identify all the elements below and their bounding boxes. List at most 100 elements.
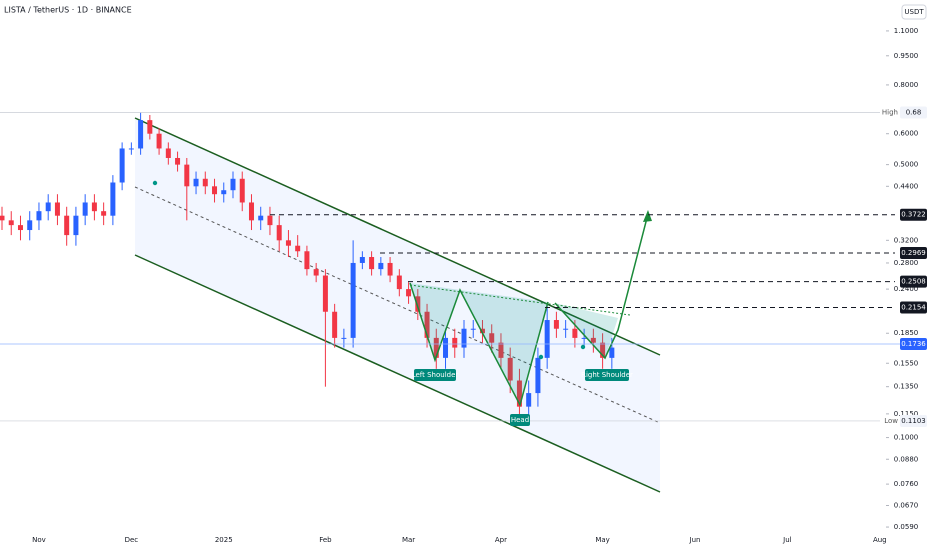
candle-body	[378, 262, 384, 270]
candle-body	[54, 202, 60, 216]
candle-body	[36, 211, 42, 221]
candle-body	[359, 257, 365, 263]
y-tick-label: 0.1350	[894, 383, 919, 391]
candle-body	[285, 240, 291, 246]
candle-body	[350, 262, 356, 338]
x-tick-label: May	[595, 536, 609, 544]
extreme-name: High	[882, 108, 898, 116]
candle-body	[470, 328, 476, 330]
candle-body	[230, 178, 236, 191]
candle-body	[267, 215, 273, 226]
y-tick-label: 0.2800	[894, 259, 919, 267]
annotation: Left Shoulder	[412, 371, 459, 379]
candle-body	[147, 120, 153, 134]
x-tick-label: Dec	[125, 536, 139, 544]
pattern-line	[409, 282, 549, 408]
level-label: 0.2508	[901, 278, 926, 286]
candle-body	[45, 202, 51, 212]
candle-body	[600, 342, 606, 358]
candle-body	[415, 296, 421, 312]
candle-body	[175, 157, 181, 165]
candle-body	[553, 320, 559, 329]
x-tick-label: Mar	[402, 536, 415, 544]
pattern-fill	[460, 290, 548, 405]
dot	[538, 354, 544, 360]
y-tick-label: 0.8000	[894, 81, 919, 89]
extreme-name: Low	[884, 417, 898, 425]
candle-body	[276, 225, 282, 241]
level-label: 0.3722	[901, 211, 926, 219]
extreme-value: 0.68	[906, 108, 922, 116]
x-tick-label: Nov	[32, 536, 46, 544]
candle-body	[101, 211, 107, 216]
annotation-box	[414, 369, 456, 381]
level-label: 0.2154	[901, 303, 926, 311]
y-tick-label: 0.0880	[894, 455, 919, 463]
annotation-box	[510, 414, 530, 426]
x-tick-label: Jun	[689, 536, 701, 544]
channel-fill	[135, 118, 660, 492]
candle-body	[544, 320, 550, 358]
channel-upper	[134, 117, 661, 356]
candle-body	[313, 269, 319, 276]
candle-body	[461, 328, 467, 348]
candle-body	[27, 220, 33, 231]
candle-body	[341, 337, 347, 339]
candle-body	[498, 342, 504, 358]
candle-body	[433, 337, 439, 358]
candle-body	[304, 251, 310, 270]
y-tick-label: 0.2400	[894, 285, 919, 293]
candle-body	[8, 220, 14, 226]
candle-body	[452, 337, 458, 348]
annotation: Right Shoulder	[581, 371, 633, 379]
y-tick-label: 0.1000	[894, 434, 919, 442]
candle-body	[0, 215, 5, 221]
candle-body	[387, 262, 393, 276]
candle-body	[424, 311, 430, 338]
annotation: Head	[511, 416, 529, 424]
candle-body	[248, 202, 254, 221]
candle-body	[64, 215, 70, 236]
candle-body	[396, 275, 402, 290]
candle-body	[507, 357, 513, 381]
candle-body	[91, 202, 97, 212]
candle-body	[212, 186, 218, 195]
x-tick-label: Apr	[495, 536, 507, 544]
candle-body	[110, 182, 116, 216]
candle-body	[184, 164, 190, 187]
annotation-box	[585, 369, 629, 381]
dot	[580, 344, 586, 350]
candle-body	[128, 148, 134, 150]
x-tick-label: 2025	[215, 536, 233, 544]
candle-body	[406, 289, 412, 297]
arrow-head	[643, 210, 652, 222]
y-tick-label: 0.5000	[894, 161, 919, 169]
channel-lower	[134, 254, 661, 493]
pattern-fill	[410, 283, 460, 360]
candle-body	[82, 202, 88, 216]
extreme-box	[900, 414, 927, 427]
chart-title: LISTA / TetherUS · 1D · BINANCE	[4, 6, 132, 15]
extreme-value: 0.1103	[901, 417, 926, 425]
candle-body	[581, 337, 587, 339]
candle-body	[138, 120, 144, 149]
candle-body	[239, 178, 245, 203]
y-tick-label: 0.0590	[894, 523, 919, 531]
x-tick-label: Feb	[319, 536, 332, 544]
candle-body	[73, 215, 79, 236]
candle-body	[590, 337, 596, 343]
candle-body	[165, 148, 171, 158]
candle-body	[535, 357, 541, 394]
currency-box	[901, 4, 927, 20]
candle-body	[443, 337, 449, 358]
x-tick-label: Aug	[873, 536, 887, 544]
candle-body	[526, 393, 532, 407]
y-tick-label: 0.3200	[894, 236, 919, 244]
candle-body	[572, 328, 578, 338]
candle-body	[479, 328, 485, 334]
y-tick-label: 0.0670	[894, 501, 919, 509]
y-tick-label: 0.0760	[894, 480, 919, 488]
dot	[152, 180, 158, 186]
y-tick-label: 0.1850	[894, 329, 919, 337]
